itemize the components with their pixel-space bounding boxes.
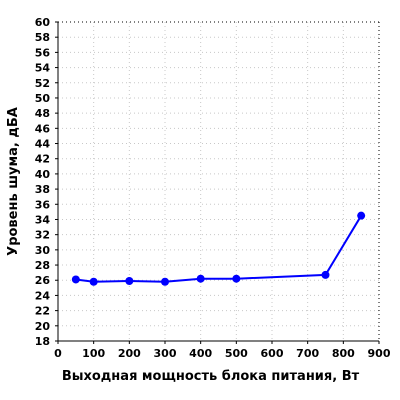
y-tick-label: 28 <box>35 259 50 272</box>
data-point <box>321 270 330 279</box>
y-tick-label: 50 <box>35 92 51 105</box>
x-tick-label: 0 <box>54 347 62 360</box>
x-tick-label: 600 <box>261 347 284 360</box>
y-tick-label: 46 <box>35 122 51 135</box>
y-axis-ticks: 18 20 22 24 26 28 30 32 34 36 38 40 42 44 46 48 50 52 54 56… <box>35 16 58 348</box>
x-tick-label: 700 <box>296 347 319 360</box>
data-point <box>89 277 98 286</box>
y-tick-label: 24 <box>35 289 51 302</box>
y-tick-label: 18 <box>35 335 50 348</box>
data-point <box>357 211 366 220</box>
y-tick-label: 44 <box>35 138 51 151</box>
y-tick-label: 58 <box>35 31 50 44</box>
y-tick-label: 42 <box>35 153 50 166</box>
x-tick-label: 300 <box>154 347 177 360</box>
x-tick-label: 800 <box>332 347 355 360</box>
axes <box>57 21 380 342</box>
x-axis-title: Выходная мощность блока питания, Вт <box>62 369 360 384</box>
y-tick-label: 60 <box>35 16 51 29</box>
data-point <box>196 274 205 283</box>
y-tick-label: 40 <box>35 168 51 181</box>
y-tick-label: 26 <box>35 274 51 287</box>
data-point <box>71 275 80 284</box>
data-point <box>232 274 241 283</box>
data-point <box>161 277 169 286</box>
y-tick-label: 20 <box>35 320 51 333</box>
y-tick-label: 56 <box>35 46 51 59</box>
y-axis-title: Уровень шума, дБА <box>6 107 21 256</box>
y-tick-label: 32 <box>35 229 50 242</box>
x-tick-label: 400 <box>189 347 212 360</box>
y-tick-label: 52 <box>35 77 50 90</box>
y-tick-label: 22 <box>35 305 50 318</box>
x-tick-label: 100 <box>82 347 105 360</box>
series <box>71 211 366 286</box>
x-axis-ticks: 0 100 200 300 400 500 600 700 800 900 <box>54 341 391 360</box>
y-tick-label: 36 <box>35 198 51 211</box>
data-point <box>125 276 134 285</box>
y-tick-label: 34 <box>35 213 51 226</box>
y-tick-label: 30 <box>35 244 51 257</box>
x-tick-label: 500 <box>225 347 248 360</box>
x-tick-label: 200 <box>118 347 141 360</box>
y-tick-label: 38 <box>35 183 50 196</box>
grid <box>58 22 379 341</box>
y-tick-label: 54 <box>35 62 51 75</box>
series-line <box>75 215 363 283</box>
x-tick-label: 900 <box>368 347 391 360</box>
y-tick-label: 48 <box>35 107 50 120</box>
